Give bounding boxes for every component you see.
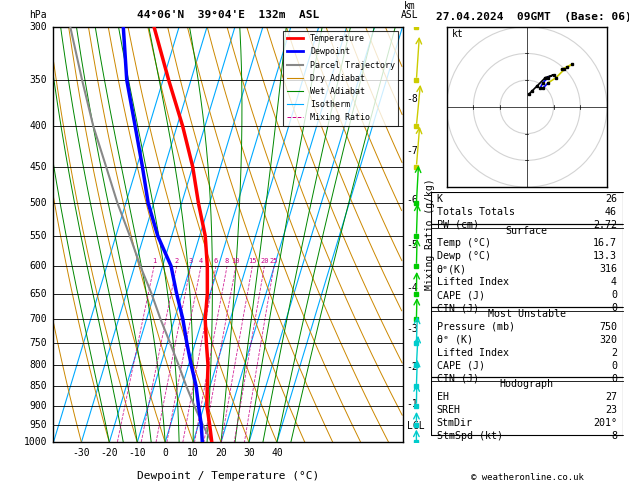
- Text: 800: 800: [30, 360, 47, 370]
- Text: K: K: [437, 194, 443, 204]
- Text: 16.7: 16.7: [593, 239, 617, 248]
- Text: Most Unstable: Most Unstable: [487, 309, 566, 319]
- Text: Hodograph: Hodograph: [500, 380, 554, 389]
- Text: SREH: SREH: [437, 405, 460, 415]
- Text: Dewpoint / Temperature (°C): Dewpoint / Temperature (°C): [137, 471, 319, 481]
- Text: CAPE (J): CAPE (J): [437, 290, 484, 300]
- Text: 8: 8: [225, 258, 229, 264]
- Text: 600: 600: [30, 261, 47, 271]
- Bar: [431, 378, 623, 435]
- Text: 450: 450: [30, 162, 47, 172]
- Text: 10: 10: [187, 449, 199, 458]
- Text: 750: 750: [599, 322, 617, 332]
- Text: 2: 2: [611, 347, 617, 358]
- Text: 40: 40: [271, 449, 283, 458]
- Text: hPa: hPa: [29, 11, 47, 20]
- Text: 1000: 1000: [24, 437, 47, 447]
- Bar: [431, 192, 623, 224]
- Text: 30: 30: [243, 449, 255, 458]
- Text: -5: -5: [407, 240, 418, 250]
- Text: Totals Totals: Totals Totals: [437, 207, 515, 217]
- Text: 700: 700: [30, 314, 47, 324]
- Bar: [431, 307, 623, 378]
- Text: 400: 400: [30, 121, 47, 131]
- Text: 10: 10: [231, 258, 240, 264]
- Text: 2: 2: [175, 258, 179, 264]
- Text: 0: 0: [611, 303, 617, 313]
- Text: kt: kt: [452, 30, 464, 39]
- Text: 46: 46: [605, 207, 617, 217]
- Text: -6: -6: [407, 194, 418, 205]
- Text: 27.04.2024  09GMT  (Base: 06): 27.04.2024 09GMT (Base: 06): [436, 12, 629, 22]
- Text: Lifted Index: Lifted Index: [437, 277, 509, 287]
- Text: 26: 26: [605, 194, 617, 204]
- Text: 320: 320: [599, 335, 617, 345]
- Text: -10: -10: [128, 449, 146, 458]
- Text: 0: 0: [611, 290, 617, 300]
- Text: 15: 15: [248, 258, 257, 264]
- Text: 13.3: 13.3: [593, 251, 617, 261]
- Text: km
ASL: km ASL: [401, 1, 418, 20]
- Text: 900: 900: [30, 401, 47, 411]
- Bar: [431, 224, 623, 307]
- Text: 2.72: 2.72: [593, 220, 617, 230]
- Text: 23: 23: [605, 405, 617, 415]
- Text: 550: 550: [30, 231, 47, 241]
- Text: 650: 650: [30, 289, 47, 298]
- Text: 350: 350: [30, 75, 47, 85]
- Text: StmDir: StmDir: [437, 418, 472, 428]
- Text: 20: 20: [215, 449, 227, 458]
- Text: 4: 4: [199, 258, 203, 264]
- Text: 8: 8: [611, 431, 617, 441]
- Text: PW (cm): PW (cm): [437, 220, 479, 230]
- Text: -2: -2: [407, 363, 418, 372]
- Text: Lifted Index: Lifted Index: [437, 347, 509, 358]
- Text: CIN (J): CIN (J): [437, 303, 479, 313]
- Text: Pressure (mb): Pressure (mb): [437, 322, 515, 332]
- Text: Mixing Ratio (g/kg): Mixing Ratio (g/kg): [425, 179, 435, 290]
- Text: 0: 0: [162, 449, 168, 458]
- Text: 20: 20: [260, 258, 269, 264]
- Text: -3: -3: [407, 324, 418, 334]
- Text: Surface: Surface: [506, 226, 548, 236]
- Text: 201°: 201°: [593, 418, 617, 428]
- Text: θᵉ(K): θᵉ(K): [437, 264, 467, 274]
- Text: -4: -4: [407, 283, 418, 293]
- Text: 316: 316: [599, 264, 617, 274]
- Text: 27: 27: [605, 392, 617, 402]
- Text: 1: 1: [152, 258, 156, 264]
- Text: LCL: LCL: [407, 421, 425, 432]
- Text: 44°06'N  39°04'E  132m  ASL: 44°06'N 39°04'E 132m ASL: [137, 11, 319, 20]
- Text: Dewp (°C): Dewp (°C): [437, 251, 491, 261]
- Text: Temp (°C): Temp (°C): [437, 239, 491, 248]
- Text: -1: -1: [407, 399, 418, 409]
- Text: -20: -20: [101, 449, 118, 458]
- Text: -8: -8: [407, 94, 418, 104]
- Text: 500: 500: [30, 198, 47, 208]
- Text: -7: -7: [407, 146, 418, 156]
- Text: 6: 6: [214, 258, 218, 264]
- Text: θᵉ (K): θᵉ (K): [437, 335, 472, 345]
- Text: StmSpd (kt): StmSpd (kt): [437, 431, 503, 441]
- Text: 0: 0: [611, 374, 617, 383]
- Text: 300: 300: [30, 22, 47, 32]
- Text: CAPE (J): CAPE (J): [437, 361, 484, 371]
- Text: 750: 750: [30, 338, 47, 348]
- Text: 950: 950: [30, 419, 47, 430]
- Text: 4: 4: [611, 277, 617, 287]
- Text: EH: EH: [437, 392, 448, 402]
- Text: 850: 850: [30, 381, 47, 391]
- Legend: Temperature, Dewpoint, Parcel Trajectory, Dry Adiabat, Wet Adiabat, Isotherm, Mi: Temperature, Dewpoint, Parcel Trajectory…: [284, 31, 398, 125]
- Text: 25: 25: [270, 258, 278, 264]
- Text: 0: 0: [611, 361, 617, 371]
- Text: -30: -30: [72, 449, 90, 458]
- Text: CIN (J): CIN (J): [437, 374, 479, 383]
- Text: © weatheronline.co.uk: © weatheronline.co.uk: [470, 473, 584, 482]
- Text: 3: 3: [189, 258, 193, 264]
